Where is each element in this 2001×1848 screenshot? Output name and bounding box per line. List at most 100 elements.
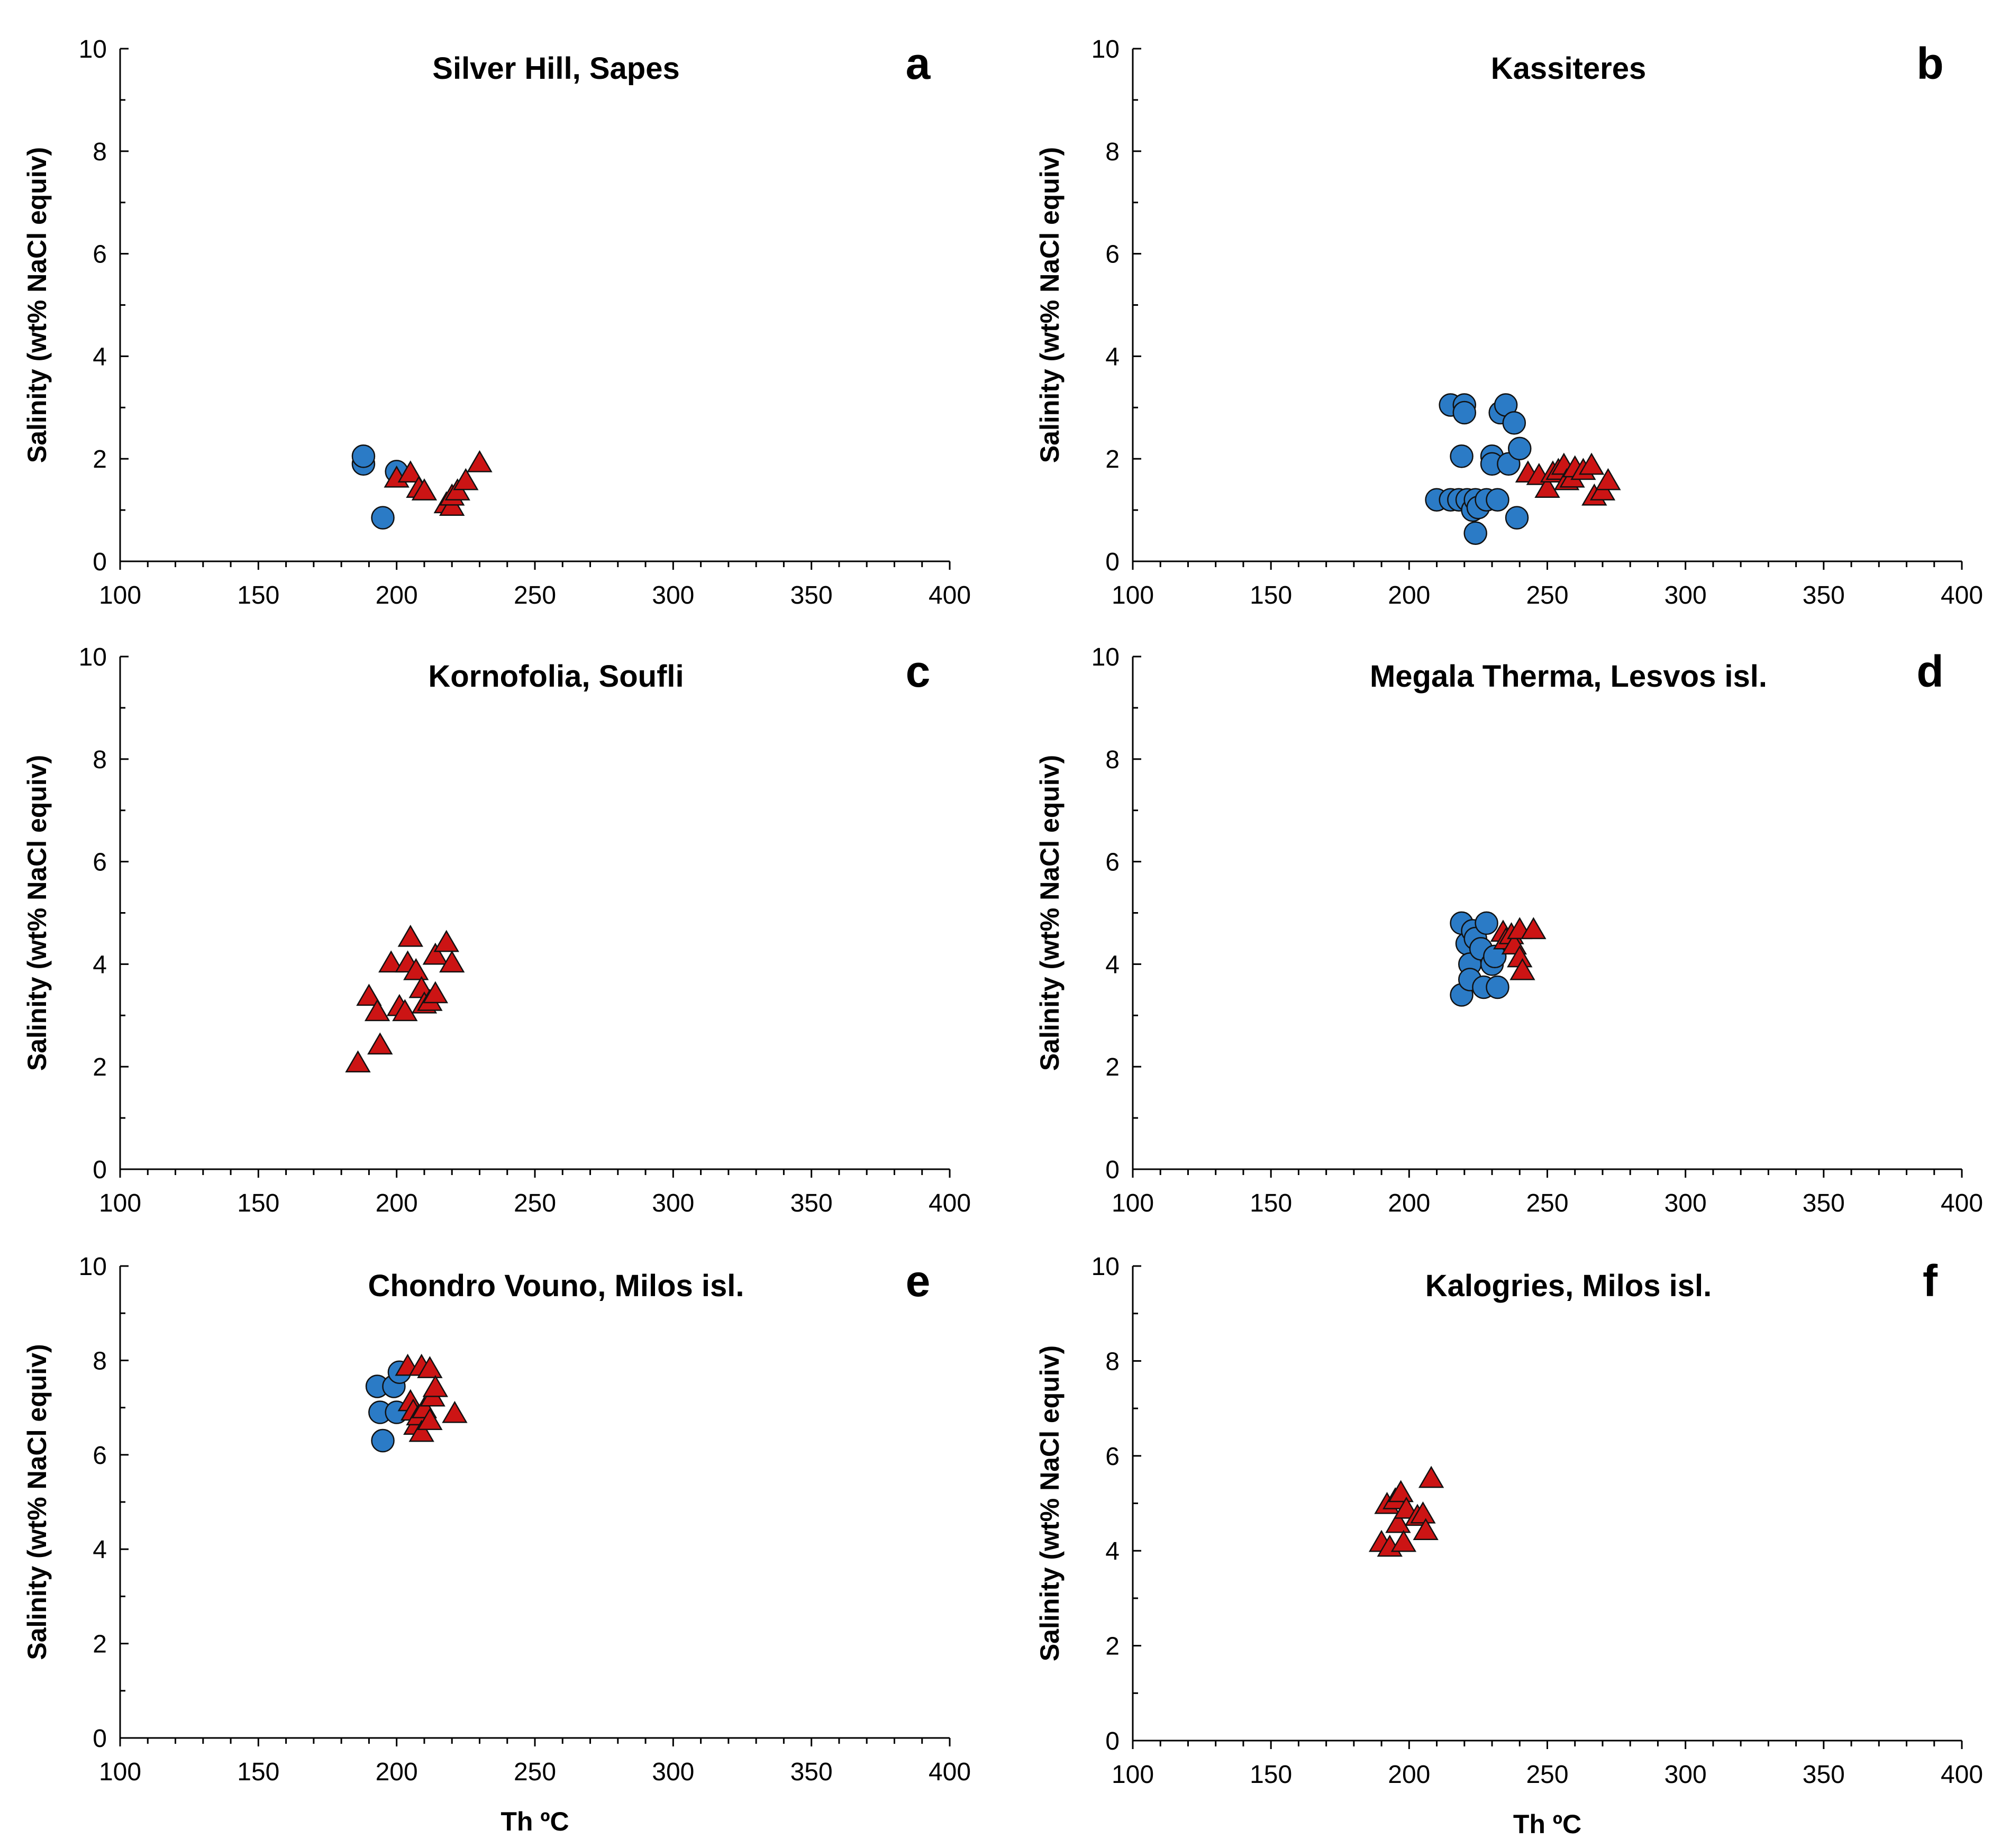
y-tick-label: 2: [1105, 1053, 1120, 1081]
y-axis-title: Salinity (wt% NaCl equiv): [22, 1344, 52, 1660]
data-point-triangle: [403, 958, 429, 980]
data-point-triangle: [367, 1032, 393, 1055]
data-point-circle: [371, 506, 395, 530]
y-tick-label: 4: [1105, 343, 1120, 371]
x-tick-label: 400: [1941, 1189, 1983, 1217]
x-tick-label: 250: [1526, 1189, 1568, 1217]
data-point-triangle: [364, 999, 390, 1022]
panel-letter: a: [906, 39, 931, 88]
data-point-triangle: [397, 460, 423, 483]
data-point-triangle: [467, 450, 493, 472]
y-tick-label: 2: [93, 1631, 107, 1659]
data-point-triangle: [453, 468, 479, 490]
x-tick-label: 150: [237, 1758, 279, 1786]
data-point-triangle: [397, 924, 423, 947]
y-tick-label: 10: [79, 1253, 107, 1281]
x-tick-label: 400: [1941, 1761, 1983, 1789]
x-tick-label: 400: [929, 581, 971, 609]
y-tick-label: 6: [93, 849, 107, 877]
y-tick-label: 6: [1105, 241, 1120, 269]
x-tick-label: 150: [1250, 581, 1292, 609]
data-point-circle: [1452, 400, 1477, 425]
x-tick-label: 350: [1803, 1189, 1845, 1217]
y-tick-label: 8: [93, 746, 107, 774]
x-axis-title: Th ºC: [501, 1807, 569, 1836]
x-tick-label: 100: [99, 1189, 141, 1217]
data-point-circle: [1486, 488, 1509, 512]
x-tick-label: 200: [1388, 1189, 1430, 1217]
data-point-triangle: [1390, 1530, 1417, 1552]
panel-title: Kalogries, Milos isl.: [1425, 1269, 1712, 1303]
data-point-triangle: [411, 478, 438, 500]
panel-title: Silver Hill, Sapes: [432, 51, 679, 86]
data-point-triangle: [1418, 1465, 1444, 1488]
panel-c: 100 150 200 250 300 350 400 0 2 4 6 8 10 Salinity (wt…: [22, 643, 971, 1217]
x-tick-label: 350: [790, 581, 833, 609]
x-tick-label: 250: [1526, 581, 1568, 609]
data-point-circle: [1450, 444, 1474, 468]
x-axis-title: Th ºC: [1513, 1809, 1581, 1839]
data-point-triangle: [417, 1356, 443, 1378]
y-tick-label: 6: [1105, 849, 1120, 877]
x-tick-label: 100: [1112, 581, 1154, 609]
x-tick-label: 150: [237, 581, 279, 609]
y-tick-label: 0: [93, 1156, 107, 1184]
y-tick-label: 0: [93, 1725, 107, 1753]
y-tick-label: 10: [1092, 643, 1120, 671]
x-tick-label: 350: [1803, 581, 1845, 609]
panel-title: Megala Therma, Lesvos isl.: [1370, 659, 1767, 694]
y-tick-label: 8: [1105, 138, 1120, 166]
data-point-circle: [1463, 521, 1487, 545]
x-tick-label: 300: [1665, 581, 1707, 609]
x-tick-label: 400: [1941, 581, 1983, 609]
y-tick-label: 0: [1105, 1156, 1120, 1184]
x-tick-label: 100: [1112, 1761, 1154, 1789]
y-tick-label: 2: [93, 445, 107, 474]
x-tick-label: 350: [1803, 1761, 1845, 1789]
data-point-triangle: [392, 999, 418, 1022]
panel-title: Kassiteres: [1491, 51, 1646, 86]
data-point-triangle: [422, 981, 449, 1004]
y-tick-label: 4: [93, 343, 107, 371]
x-tick-label: 300: [652, 581, 694, 609]
data-point-triangle: [1388, 1480, 1414, 1503]
y-tick-label: 0: [93, 548, 107, 576]
x-tick-label: 150: [1250, 1189, 1292, 1217]
panel-letter: e: [906, 1256, 931, 1306]
y-tick-label: 2: [1105, 1633, 1120, 1661]
x-tick-label: 200: [376, 581, 418, 609]
x-tick-label: 100: [99, 1758, 141, 1786]
y-tick-label: 2: [1105, 445, 1120, 474]
y-axis-title: Salinity (wt% NaCl equiv): [1035, 147, 1065, 463]
panel-letter: d: [1916, 647, 1943, 696]
y-tick-label: 8: [93, 1347, 107, 1375]
x-tick-label: 300: [1665, 1761, 1707, 1789]
x-tick-label: 250: [1526, 1761, 1568, 1789]
panel-b: 100 150 200 250 300 350 400 0 2 4 6 8 10 Salinity (wt…: [1035, 35, 1983, 609]
x-tick-label: 300: [652, 1189, 694, 1217]
y-tick-label: 0: [1105, 548, 1120, 576]
x-tick-label: 350: [790, 1189, 833, 1217]
y-tick-label: 2: [93, 1053, 107, 1081]
data-point-triangle: [1385, 1510, 1411, 1533]
panel-letter: f: [1923, 1256, 1938, 1306]
panel-e: 100 150 200 250 300 350 400 0 2 4 6 8 10 Salinity (wt…: [22, 1253, 971, 1836]
x-tick-label: 200: [1388, 581, 1430, 609]
panel-title: Kornofolia, Soufli: [428, 659, 684, 694]
data-point-circle: [371, 1428, 395, 1453]
panel-f: 100 150 200 250 300 350 400 0 2 4 6 8 10 Salinity (wt…: [1035, 1253, 1983, 1839]
data-point-triangle: [433, 930, 459, 952]
y-axis-title: Salinity (wt% NaCl equiv): [22, 147, 52, 463]
y-tick-label: 6: [93, 1442, 107, 1470]
data-point-circle: [1508, 436, 1532, 461]
data-point-circle: [1475, 911, 1498, 935]
y-tick-label: 8: [1105, 746, 1120, 774]
y-tick-label: 4: [1105, 951, 1120, 979]
data-point-triangle: [356, 984, 382, 1006]
data-point-triangle: [345, 1050, 371, 1073]
x-tick-label: 150: [237, 1189, 279, 1217]
data-point-triangle: [422, 1374, 449, 1397]
data-point-circle: [351, 444, 376, 468]
